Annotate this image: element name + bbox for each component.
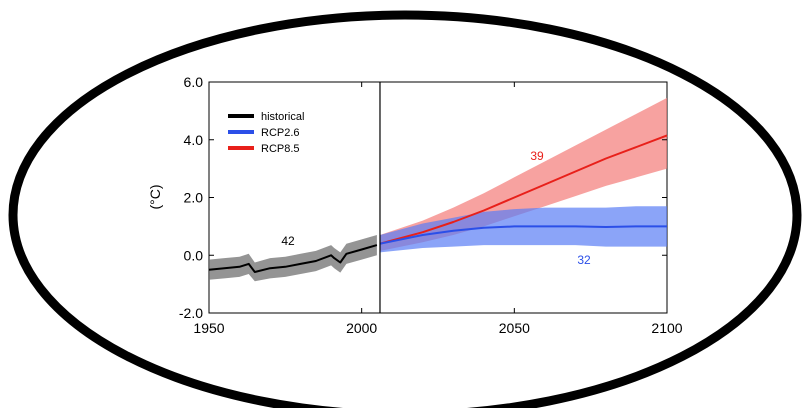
legend-label-historical: historical (261, 111, 304, 123)
legend-label-rcp26: RCP2.6 (261, 127, 300, 139)
y-tick-label: 4.0 (184, 132, 204, 148)
legend-label-rcp85: RCP8.5 (261, 143, 300, 155)
uncertainty-bands (209, 97, 667, 282)
legend: historical RCP2.6 RCP8.5 (228, 111, 304, 155)
axis-ticks: 1950 2000 2050 2100 6.0 4.0 2.0 0.0 -2.0 (179, 74, 683, 336)
y-axis-label: (°C) (147, 184, 163, 209)
annotation-rcp85-count: 39 (530, 149, 544, 163)
annotation-rcp26-count: 32 (577, 253, 591, 267)
line-rcp26 (379, 225, 667, 245)
x-tick-label: 1950 (193, 320, 224, 336)
x-tick-label: 2000 (346, 320, 377, 336)
x-tick-label: 2050 (499, 320, 530, 336)
band-historical (209, 235, 377, 282)
line-historical (208, 244, 378, 273)
y-tick-label: -2.0 (179, 305, 203, 321)
annotation-historical-count: 42 (281, 234, 295, 248)
band-rcp26 (380, 206, 667, 253)
band-rcp85 (380, 97, 667, 251)
y-tick-label: 6.0 (184, 74, 204, 90)
y-tick-label: 0.0 (184, 247, 204, 263)
line-rcp85 (379, 134, 668, 245)
y-tick-label: 2.0 (184, 190, 204, 206)
series-lines (208, 134, 668, 273)
x-tick-label: 2100 (651, 320, 682, 336)
oval-frame (8, 10, 802, 408)
